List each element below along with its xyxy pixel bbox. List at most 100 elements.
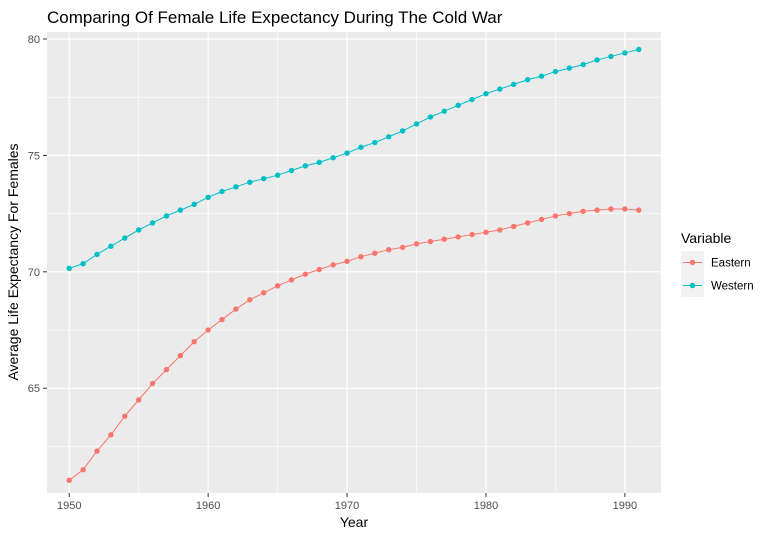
data-point-western bbox=[122, 235, 128, 241]
legend-key-point-western bbox=[689, 282, 696, 289]
data-point-western bbox=[288, 167, 295, 174]
data-point-western bbox=[358, 144, 364, 150]
data-point-eastern bbox=[636, 207, 642, 213]
data-point-eastern bbox=[483, 229, 489, 235]
data-point-eastern bbox=[441, 236, 447, 242]
data-point-eastern bbox=[316, 266, 322, 273]
data-point-eastern bbox=[205, 327, 211, 333]
data-point-western bbox=[441, 108, 447, 114]
data-point-western bbox=[66, 265, 72, 272]
data-point-eastern bbox=[274, 283, 281, 289]
data-point-western bbox=[274, 172, 281, 178]
data-point-western bbox=[566, 65, 573, 71]
y-tick-label: 80 bbox=[28, 34, 40, 46]
x-tick-label: 1960 bbox=[196, 500, 220, 512]
data-point-eastern bbox=[247, 297, 253, 303]
data-point-western bbox=[594, 57, 600, 63]
data-point-western bbox=[469, 96, 475, 103]
data-point-western bbox=[191, 201, 197, 207]
legend-item-eastern: Eastern bbox=[681, 251, 751, 274]
data-point-western bbox=[80, 260, 86, 267]
data-point-western bbox=[149, 220, 156, 226]
data-point-western bbox=[511, 81, 517, 88]
data-point-eastern bbox=[261, 290, 267, 296]
data-point-eastern bbox=[566, 210, 573, 217]
data-point-eastern bbox=[580, 208, 586, 214]
data-point-western bbox=[552, 68, 559, 75]
data-point-western bbox=[413, 121, 420, 127]
series-layer bbox=[66, 46, 642, 483]
data-point-western bbox=[177, 207, 184, 213]
y-tick-label: 65 bbox=[28, 383, 40, 395]
data-point-eastern bbox=[219, 316, 225, 323]
data-point-eastern bbox=[399, 244, 406, 251]
chart-title: Comparing Of Female Life Expectancy Duri… bbox=[47, 8, 503, 27]
data-point-western bbox=[580, 61, 586, 68]
data-point-eastern bbox=[524, 220, 531, 226]
data-point-eastern bbox=[135, 397, 142, 403]
data-point-eastern bbox=[108, 432, 114, 438]
data-point-eastern bbox=[149, 380, 156, 387]
data-point-western bbox=[233, 184, 239, 190]
x-tick-label: 1990 bbox=[613, 500, 637, 512]
legend-title: Variable bbox=[681, 230, 732, 246]
x-axis: 1950 1960 1970 1980 1990 bbox=[57, 493, 637, 512]
x-tick-label: 1970 bbox=[335, 500, 359, 512]
y-axis: 65 70 75 80 bbox=[28, 34, 47, 395]
data-point-western bbox=[135, 227, 142, 233]
data-point-eastern bbox=[177, 352, 184, 359]
data-point-western bbox=[399, 128, 406, 134]
major-gridlines bbox=[47, 32, 661, 493]
data-point-western bbox=[344, 150, 350, 156]
legend-label-eastern: Eastern bbox=[711, 258, 751, 270]
data-point-eastern bbox=[455, 234, 461, 240]
data-point-western bbox=[219, 188, 225, 195]
data-point-eastern bbox=[594, 207, 600, 213]
data-point-eastern bbox=[288, 277, 295, 283]
data-point-western bbox=[247, 179, 253, 185]
y-axis-title: Average Life Expectancy For Females bbox=[5, 143, 21, 380]
data-point-eastern bbox=[511, 223, 517, 230]
x-tick-label: 1980 bbox=[474, 500, 498, 512]
data-point-eastern bbox=[538, 216, 545, 223]
data-point-western bbox=[372, 139, 378, 146]
data-point-eastern bbox=[66, 477, 72, 483]
data-point-western bbox=[524, 77, 531, 83]
legend-item-western: Western bbox=[681, 274, 754, 297]
data-point-western bbox=[108, 243, 114, 249]
data-point-eastern bbox=[191, 338, 197, 345]
y-tick-label: 75 bbox=[28, 150, 40, 162]
data-point-eastern bbox=[302, 271, 309, 277]
data-point-western bbox=[608, 53, 614, 60]
y-tick-label: 70 bbox=[28, 267, 40, 279]
data-point-eastern bbox=[94, 448, 100, 454]
data-point-eastern bbox=[469, 231, 475, 238]
data-point-eastern bbox=[233, 306, 239, 312]
plot-panel bbox=[47, 32, 661, 493]
data-point-western bbox=[302, 163, 309, 169]
data-point-eastern bbox=[122, 413, 128, 419]
data-point-western bbox=[330, 155, 336, 161]
legend-label-western: Western bbox=[711, 281, 754, 293]
minor-gridlines bbox=[47, 32, 661, 493]
data-point-eastern bbox=[330, 262, 336, 268]
data-point-western bbox=[94, 251, 100, 258]
data-point-eastern bbox=[163, 366, 170, 373]
data-point-western bbox=[427, 114, 434, 120]
data-point-eastern bbox=[80, 467, 86, 473]
data-point-western bbox=[316, 159, 322, 166]
data-point-eastern bbox=[372, 250, 378, 256]
data-point-eastern bbox=[344, 258, 350, 265]
data-point-western bbox=[261, 175, 267, 182]
data-point-western bbox=[455, 102, 461, 109]
data-point-western bbox=[622, 50, 628, 56]
data-point-western bbox=[205, 194, 211, 201]
data-point-eastern bbox=[608, 206, 614, 212]
data-point-eastern bbox=[622, 206, 628, 212]
x-tick-label: 1950 bbox=[57, 500, 81, 512]
data-point-eastern bbox=[358, 253, 364, 260]
data-point-western bbox=[386, 134, 392, 140]
data-point-eastern bbox=[552, 213, 559, 219]
data-point-eastern bbox=[413, 241, 420, 247]
